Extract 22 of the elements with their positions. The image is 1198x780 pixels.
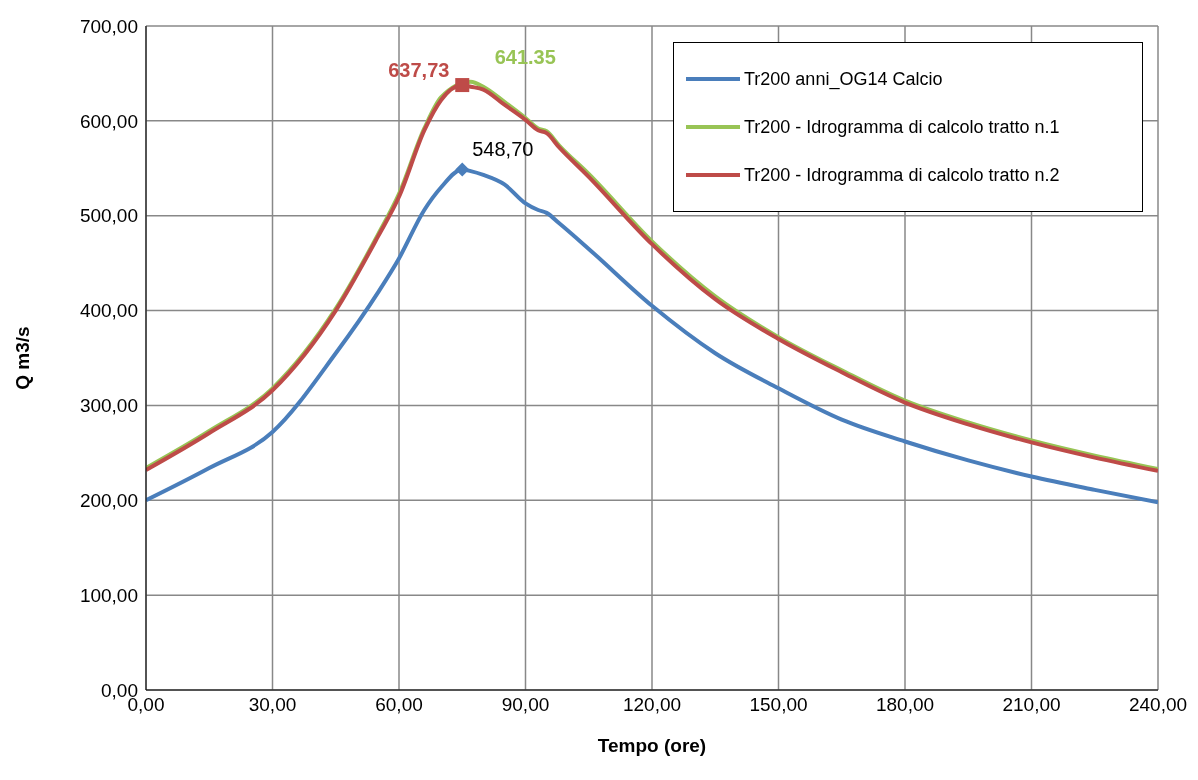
- x-tick-label: 60,00: [375, 694, 423, 716]
- x-tick-label: 120,00: [622, 694, 682, 716]
- y-tick-label: 600,00: [79, 110, 138, 132]
- y-axis-title: Q m3/s: [11, 326, 33, 390]
- legend-label: Tr200 anni_OG14 Calcio: [744, 68, 943, 90]
- x-tick-label: 30,00: [248, 694, 297, 716]
- x-axis-title: Tempo (ore): [597, 735, 707, 756]
- x-tick-label: 210,00: [1002, 694, 1061, 716]
- x-tick-label: 150,00: [749, 694, 808, 716]
- y-tick-label: 700,00: [79, 15, 138, 37]
- legend-label: Tr200 - Idrogramma di calcolo tratto n.2: [744, 164, 1060, 186]
- y-tick-label: 300,00: [79, 395, 138, 417]
- y-tick-label: 200,00: [79, 490, 138, 512]
- x-tick-label: 180,00: [875, 694, 935, 716]
- y-tick-label: 100,00: [79, 584, 138, 606]
- data-label: 637,73: [388, 59, 450, 82]
- x-tick-label: 90,00: [501, 694, 550, 716]
- x-tick-label: 240,00: [1128, 694, 1188, 716]
- y-tick-label: 400,00: [79, 300, 138, 322]
- data-label: 548,70: [472, 137, 534, 160]
- legend-label: Tr200 - Idrogramma di calcolo tratto n.1: [744, 116, 1060, 138]
- y-tick-label: 500,00: [79, 205, 138, 227]
